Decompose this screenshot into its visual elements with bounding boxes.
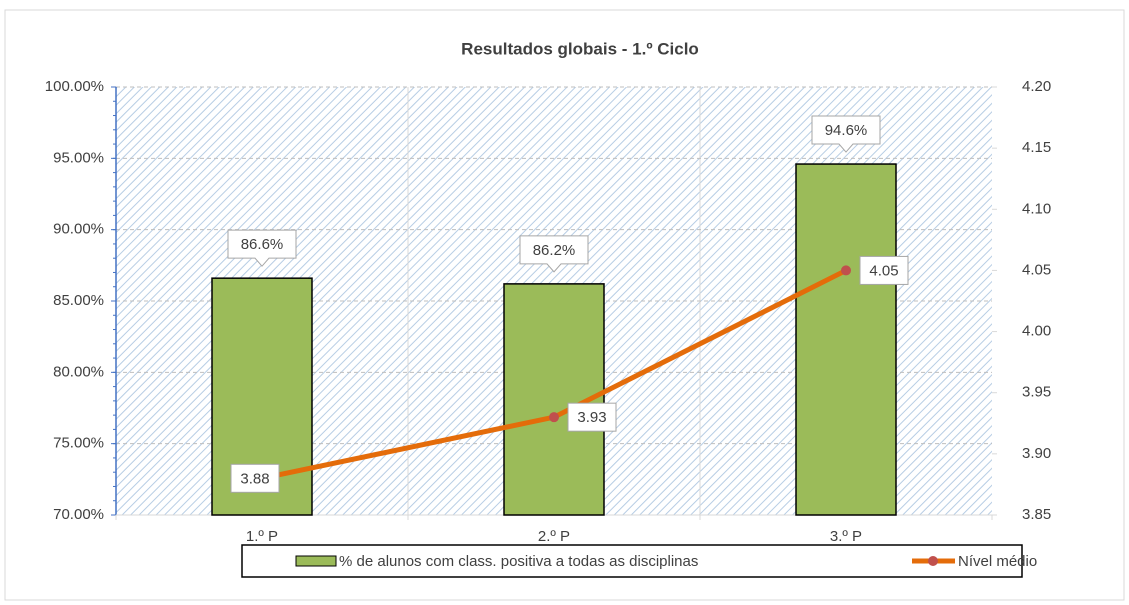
y-tick-label: 95.00% — [53, 149, 104, 166]
line-value-label: 3.88 — [240, 470, 269, 487]
y2-tick-label: 3.85 — [1022, 506, 1051, 523]
y2-tick-label: 4.15 — [1022, 139, 1051, 156]
legend-swatch — [295, 555, 337, 567]
legend-label: % de alunos com class. positiva a todas … — [339, 553, 698, 570]
bar-value-label-box — [227, 229, 297, 267]
y2-tick-label: 3.95 — [1022, 384, 1051, 401]
y-tick-label: 90.00% — [53, 221, 104, 238]
bar-value-label: 86.2% — [533, 242, 576, 259]
line-marker — [841, 265, 851, 276]
line-value-label: 3.93 — [577, 409, 606, 426]
y-tick-label: 70.00% — [53, 506, 104, 523]
bar-value-label-box — [811, 115, 881, 153]
chart-title: Resultados globais - 1.º Ciclo — [461, 39, 699, 58]
x-tick-label: 2.º P — [538, 528, 570, 545]
legend-marker — [928, 556, 938, 566]
y-tick-label: 100.00% — [45, 78, 104, 95]
x-tick-label: 3.º P — [830, 528, 862, 545]
bar-value-label-box — [519, 235, 589, 273]
line-value-box — [859, 255, 909, 285]
bar — [795, 163, 897, 516]
legend — [241, 544, 1023, 578]
line-value-box — [230, 463, 280, 493]
y2-tick-label: 4.00 — [1022, 323, 1051, 340]
y-tick-label: 80.00% — [53, 363, 104, 380]
y2-tick-label: 4.20 — [1022, 78, 1051, 95]
bar-value-label: 94.6% — [825, 122, 868, 139]
y-tick-label: 75.00% — [53, 435, 104, 452]
y2-tick-label: 4.10 — [1022, 200, 1051, 217]
y-tick-label: 85.00% — [53, 292, 104, 309]
line-value-label: 4.05 — [869, 262, 898, 279]
x-tick-label: 1.º P — [246, 528, 278, 545]
y2-tick-label: 4.05 — [1022, 261, 1051, 278]
bar-value-label: 86.6% — [241, 236, 284, 253]
line-marker — [549, 412, 559, 423]
legend-label: Nível médio — [958, 553, 1037, 570]
line-value-box — [567, 402, 617, 432]
y2-tick-label: 3.90 — [1022, 445, 1051, 462]
